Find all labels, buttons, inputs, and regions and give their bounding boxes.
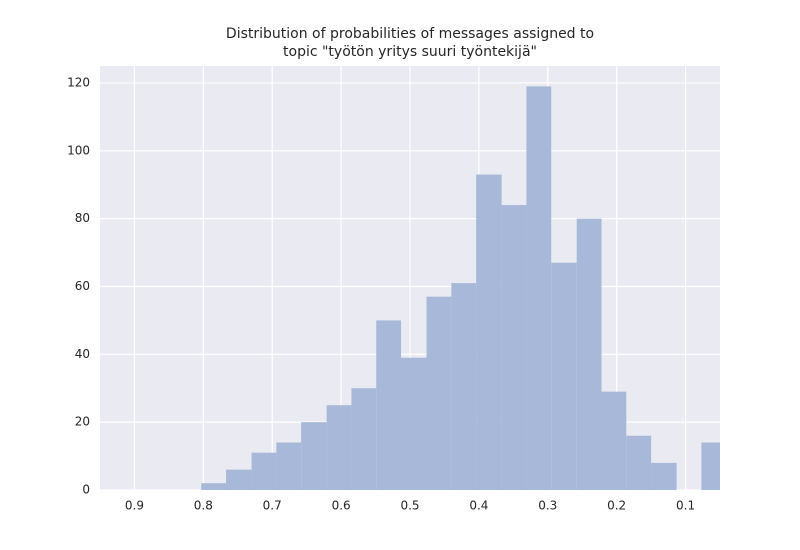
bar	[426, 296, 452, 490]
x-tick-label: 0.6	[332, 499, 351, 513]
bar	[401, 357, 427, 490]
y-tick-label: 100	[67, 143, 90, 157]
bar	[476, 174, 502, 490]
bar	[526, 86, 552, 490]
bars	[201, 86, 720, 490]
bar	[226, 469, 252, 490]
x-tick-label: 0.9	[125, 499, 144, 513]
bar	[551, 262, 577, 490]
bar	[451, 283, 477, 490]
tick-labels: 0 20 40 60 80 100 120 0.9 0.8 0.7 0.6 0.5 0.4 0.3 0.2 0…	[67, 75, 695, 512]
y-tick-label: 80	[75, 211, 90, 225]
y-tick-label: 20	[75, 415, 90, 429]
x-tick-label: 0.1	[676, 499, 695, 513]
x-tick-label: 0.5	[400, 499, 419, 513]
y-tick-label: 120	[67, 75, 90, 89]
x-tick-label: 0.3	[538, 499, 557, 513]
bar	[626, 435, 652, 490]
bar	[276, 442, 302, 490]
bar	[326, 405, 352, 490]
y-tick-label: 0	[82, 483, 90, 497]
x-tick-label: 0.2	[607, 499, 626, 513]
bar	[301, 422, 327, 490]
bar	[376, 320, 402, 490]
bar	[701, 442, 720, 490]
y-tick-label: 60	[75, 279, 90, 293]
x-tick-label: 0.4	[469, 499, 488, 513]
chart-title: topic "työtön yritys suuri työntekijä"	[283, 44, 537, 60]
bar	[351, 388, 377, 490]
chart-title: Distribution of probabilities of message…	[226, 26, 594, 42]
x-tick-label: 0.7	[263, 499, 282, 513]
bar	[201, 483, 227, 490]
y-tick-label: 40	[75, 347, 90, 361]
bar	[576, 218, 602, 490]
x-tick-label: 0.8	[194, 499, 213, 513]
bar	[501, 205, 527, 490]
bar	[251, 452, 277, 490]
bar	[601, 391, 627, 490]
bar	[651, 462, 677, 490]
